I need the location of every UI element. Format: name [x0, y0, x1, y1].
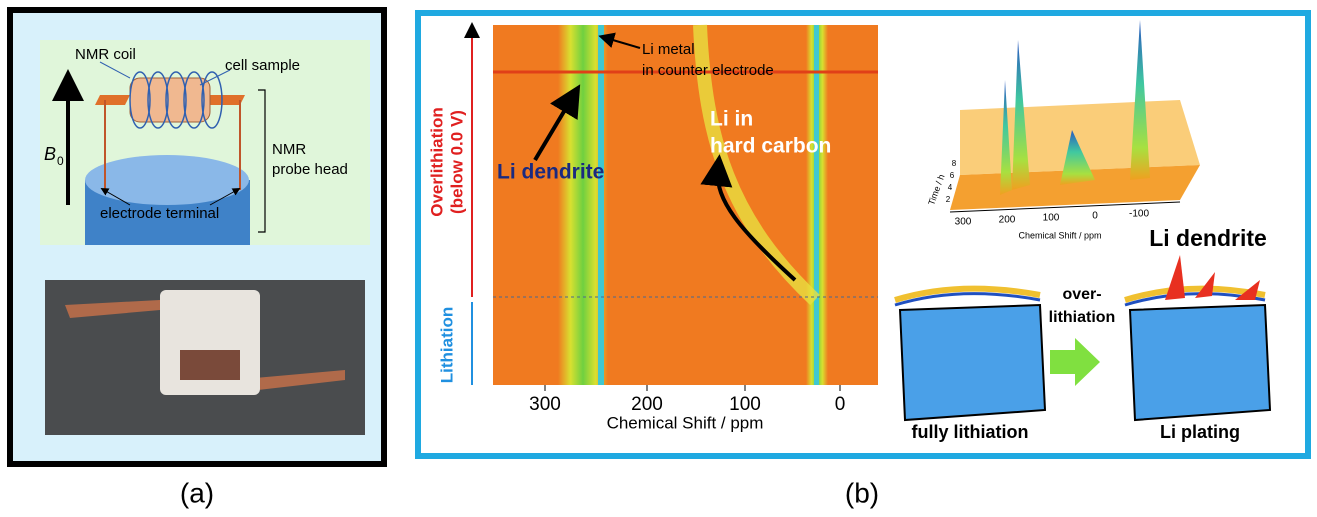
- field-subscript: 0: [57, 154, 64, 168]
- label: cell sample: [225, 57, 300, 74]
- panel-b: Li metal in counter electrode Li in hard…: [418, 13, 1308, 508]
- inset-x-label: Chemical Shift / ppm: [1018, 230, 1101, 240]
- carbon-particles: [1130, 305, 1270, 420]
- inset-y-tick-label: 2: [946, 195, 951, 204]
- annotation: Li in: [710, 108, 753, 131]
- inset-x-tick-label: 0: [1092, 211, 1098, 222]
- zero-line: [814, 25, 819, 385]
- x-axis-label: Chemical Shift / ppm: [607, 413, 764, 432]
- annotation: Li metal: [642, 41, 695, 58]
- inset-y-tick-label: 4: [948, 183, 953, 192]
- y-label: Overlithiation: [427, 107, 446, 217]
- annotation: Li dendrite: [497, 161, 604, 184]
- figure: NMR coil cell sample B 0 NMR probe head …: [0, 0, 1317, 517]
- annotation: in counter electrode: [642, 62, 774, 79]
- inset-x-tick-label: 200: [999, 215, 1016, 226]
- photo-window: [180, 350, 240, 380]
- caption: (a): [180, 477, 214, 508]
- li-metal-line: [598, 25, 604, 385]
- inset-y-tick-label: 8: [952, 159, 957, 168]
- y-label: (below 0.0 V): [447, 110, 466, 214]
- label: NMR coil: [75, 46, 136, 63]
- panel-a: NMR coil cell sample B 0 NMR probe head …: [10, 10, 384, 508]
- carbon-particles: [900, 305, 1045, 420]
- y-label: Lithiation: [437, 307, 456, 383]
- label: over-: [1062, 286, 1101, 303]
- label: electrode terminal: [100, 205, 219, 222]
- inset-x-tick-label: -100: [1129, 209, 1149, 220]
- x-tick-label: 200: [631, 394, 663, 415]
- x-tick-label: 300: [529, 394, 561, 415]
- label: lithiation: [1049, 309, 1116, 326]
- inset-y-tick-label: 6: [950, 171, 955, 180]
- x-tick-label: 100: [729, 394, 761, 415]
- field-symbol: B: [44, 144, 56, 164]
- inset-x-tick-label: 100: [1043, 213, 1060, 224]
- label: probe head: [272, 161, 348, 178]
- label: NMR: [272, 141, 306, 158]
- caption: (b): [845, 477, 879, 508]
- label: Li plating: [1160, 422, 1240, 442]
- label: fully lithiation: [912, 422, 1029, 442]
- x-tick-label: 0: [835, 394, 846, 415]
- inset-x-tick-label: 300: [955, 217, 972, 228]
- annotation: hard carbon: [710, 135, 831, 158]
- cell-sample: [130, 78, 210, 122]
- electrode-tab: [95, 95, 130, 105]
- label: Li dendrite: [1149, 225, 1267, 251]
